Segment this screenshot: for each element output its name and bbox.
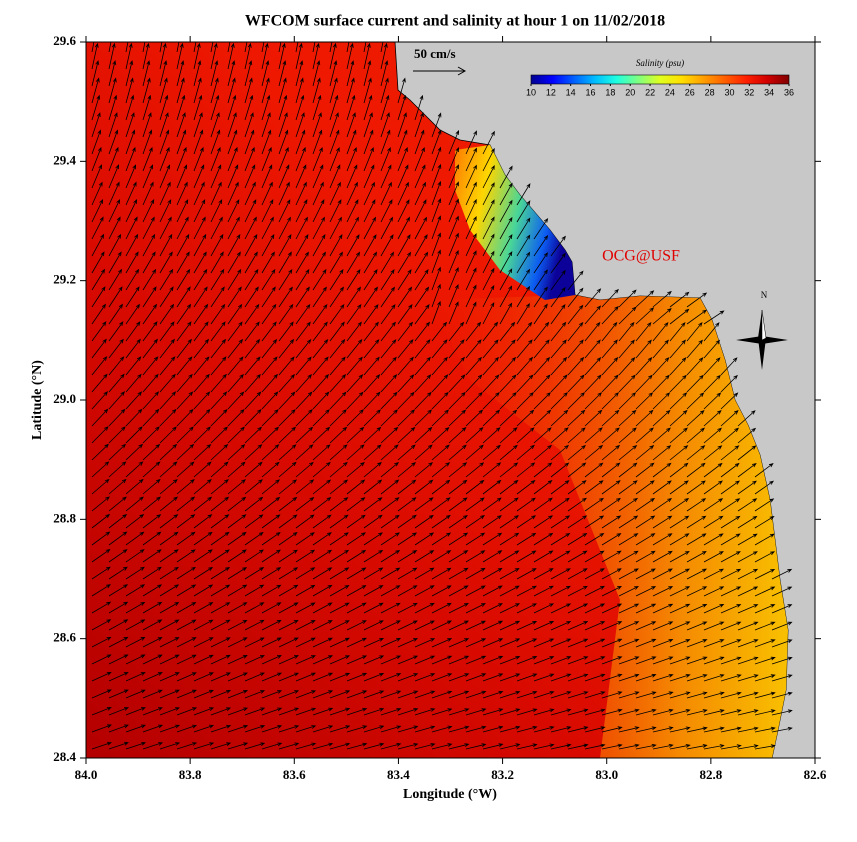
- colorbar-tick-label: 10: [526, 87, 536, 97]
- current-vectors: [91, 42, 793, 750]
- x-tick-label: 83.6: [283, 767, 306, 782]
- colorbar-tick-label: 12: [546, 87, 556, 97]
- y-tick-label: 29.4: [53, 152, 76, 167]
- x-tick-label: 83.2: [491, 767, 514, 782]
- x-tick-label: 82.6: [804, 767, 827, 782]
- colorbar-tick-label: 36: [784, 87, 794, 97]
- y-tick-label: 29.0: [53, 391, 76, 406]
- colorbar-tick-label: 16: [586, 87, 596, 97]
- colorbar-tick-label: 20: [625, 87, 635, 97]
- y-axis-label: Latitude (°N): [30, 360, 45, 440]
- x-tick-label: 83.8: [179, 767, 202, 782]
- colorbar-tick-label: 18: [605, 87, 615, 97]
- x-tick-label: 83.4: [387, 767, 410, 782]
- y-tick-label: 28.4: [53, 749, 76, 764]
- colorbar-tick-label: 24: [665, 87, 675, 97]
- colorbar-tick-label: 28: [705, 87, 715, 97]
- scale-label: 50 cm/s: [414, 46, 456, 61]
- colorbar-tick-label: 32: [744, 87, 754, 97]
- colorbar: [530, 74, 790, 85]
- y-tick-label: 28.6: [53, 630, 76, 645]
- colorbar-tick-label: 34: [764, 87, 774, 97]
- colorbar-label: Salinity (psu): [636, 58, 684, 68]
- y-tick-label: 29.6: [53, 33, 76, 48]
- x-tick-label: 83.0: [595, 767, 618, 782]
- colorbar-tick-label: 26: [685, 87, 695, 97]
- colorbar-tick-label: 30: [724, 87, 734, 97]
- y-tick-label: 28.8: [53, 510, 76, 525]
- map-title: WFCOM surface current and salinity at ho…: [245, 13, 665, 30]
- x-axis-label: Longitude (°W): [403, 787, 497, 802]
- credit: OCG@USF: [602, 248, 680, 265]
- north-arrow: N: [736, 290, 788, 370]
- north-label: N: [761, 290, 768, 300]
- scale-arrow: [413, 66, 467, 76]
- x-tick-label: 82.8: [699, 767, 722, 782]
- x-tick-label: 84.0: [75, 767, 98, 782]
- y-tick-label: 29.2: [53, 272, 76, 287]
- colorbar-tick-label: 14: [566, 87, 576, 97]
- colorbar-tick-label: 22: [645, 87, 655, 97]
